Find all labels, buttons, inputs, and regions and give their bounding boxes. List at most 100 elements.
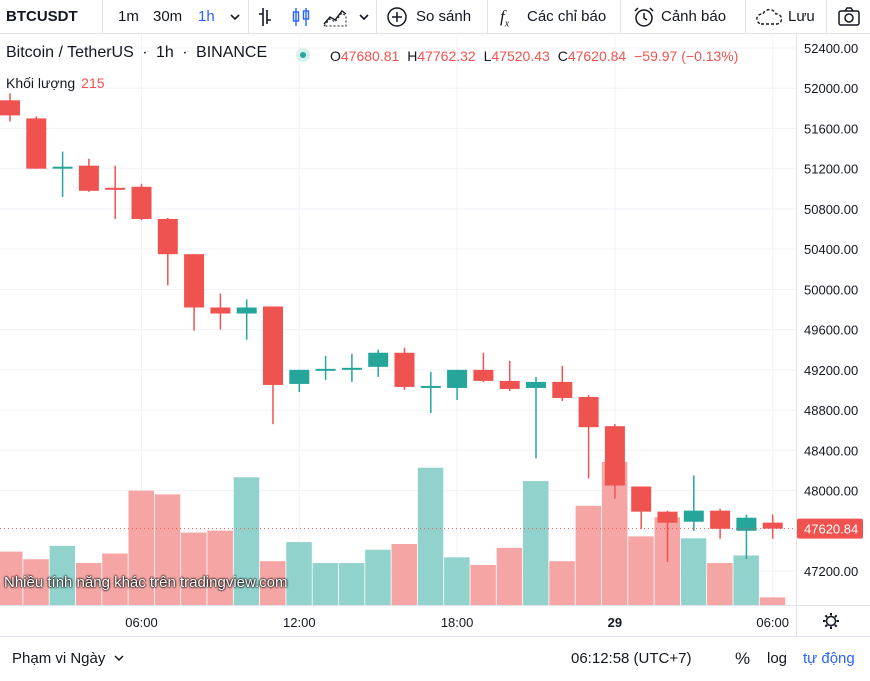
indicators-button[interactable]: Các chỉ báo	[527, 8, 607, 25]
volume-bar	[260, 561, 286, 605]
low-label: L	[483, 48, 492, 64]
price-tick-label: 51600.00	[804, 121, 858, 136]
gear-tooth	[824, 624, 828, 628]
cloud-icon[interactable]	[754, 6, 784, 28]
plus-circle-icon[interactable]	[386, 6, 408, 28]
legend-separator: ·	[182, 44, 188, 61]
chart-legend-title: Bitcoin / TetherUS · 1h · BINANCE	[6, 44, 267, 62]
candles-chart-type-icon[interactable]	[291, 6, 311, 28]
area-chart-type-icon[interactable]	[322, 6, 348, 28]
volume-bar	[417, 467, 444, 605]
chevron-down-icon[interactable]	[357, 10, 371, 24]
bottom-bar: Phạm vi Ngày 06:12:58 (UTC+7) % log tự đ…	[0, 636, 870, 681]
function-fx-icon[interactable]: fx	[500, 7, 510, 30]
candle-body	[631, 486, 652, 512]
log-scale-toggle[interactable]: log	[767, 650, 788, 667]
toolbar-divider	[376, 0, 377, 34]
interval-30m-button[interactable]: 30m	[153, 8, 183, 25]
volume-bar	[75, 563, 102, 605]
time-tick-label: 06:00	[125, 615, 158, 630]
price-tick-label: 49200.00	[804, 363, 858, 378]
candle-body	[604, 426, 625, 486]
date-range-button[interactable]: Phạm vi Ngày	[12, 650, 125, 667]
open-label: O	[330, 48, 341, 64]
price-tick-label: 50800.00	[804, 202, 858, 217]
camera-icon[interactable]	[837, 6, 861, 28]
high-value: 47762.32	[417, 48, 476, 64]
market-open-indicator	[296, 48, 310, 62]
high-label: H	[407, 48, 418, 64]
chevron-down-icon	[114, 655, 124, 662]
toolbar-divider	[745, 0, 746, 34]
date-range-label: Phạm vi Ngày	[12, 650, 106, 667]
candle-body	[526, 381, 546, 388]
time-tick-label: 18:00	[441, 615, 474, 630]
candle-body	[263, 306, 283, 385]
candle-body	[473, 369, 494, 381]
price-chart[interactable]: 52400.00 52000.00 51600.00 51200.00 50800.00…	[0, 0, 870, 636]
price-tick-label: 50000.00	[804, 282, 858, 297]
volume-bar	[312, 563, 339, 605]
candle-body	[236, 307, 257, 314]
candle-body	[315, 368, 336, 371]
price-axis: 52400.00 52000.00 51600.00 51200.00 50800.00…	[0, 34, 870, 636]
toolbar-divider	[620, 0, 621, 34]
interval-1m-button[interactable]: 1m	[118, 8, 139, 25]
candlesticks	[0, 93, 783, 562]
price-tick-label: 51200.00	[804, 162, 858, 177]
volume-label: Khối lượng	[6, 75, 76, 91]
volume-bar	[759, 597, 786, 605]
close-label: C	[557, 48, 568, 64]
volume-value: 215	[81, 75, 105, 91]
volume-bar	[0, 551, 23, 605]
volume-bar	[575, 505, 602, 605]
compare-button[interactable]: So sánh	[416, 8, 472, 25]
auto-scale-toggle[interactable]: tự động	[803, 650, 855, 667]
volume-bar	[128, 490, 154, 605]
candle-body	[157, 218, 178, 255]
gear-tooth	[824, 614, 828, 618]
time-tick-label: 12:00	[283, 615, 316, 630]
candle-body	[683, 510, 704, 522]
candle-body	[710, 510, 731, 529]
bar-chart-type-icon[interactable]	[257, 6, 277, 28]
candle-body	[368, 352, 389, 367]
gear-ring	[825, 615, 837, 627]
legend-separator: ·	[142, 44, 148, 61]
alarm-clock-icon[interactable]	[632, 6, 656, 28]
settings-gear-icon[interactable]	[823, 613, 839, 629]
low-value: 47520.43	[491, 48, 550, 64]
volume-bar	[496, 547, 523, 605]
candle-body	[657, 511, 678, 523]
volume-bar	[286, 542, 312, 605]
candle-body	[762, 522, 783, 529]
volume-bar	[707, 563, 733, 605]
alert-button[interactable]: Cảnh báo	[661, 8, 727, 25]
save-button[interactable]: Lưu	[788, 8, 815, 25]
volume-bar	[523, 481, 549, 605]
gear-tooth	[834, 614, 838, 618]
candle-body	[578, 397, 599, 428]
candle-body	[341, 367, 362, 370]
volume-legend: Khối lượng 215	[6, 75, 105, 91]
candle-body	[499, 380, 520, 389]
tradingview-watermark[interactable]: Nhiều tính năng khác trên tradingview.co…	[4, 574, 288, 591]
candle-body	[131, 186, 152, 219]
volume-bar	[733, 555, 759, 605]
candle-body	[184, 254, 205, 308]
toolbar-divider	[487, 0, 488, 34]
percent-scale-toggle[interactable]: %	[735, 649, 751, 668]
interval-1h-button[interactable]: 1h	[198, 8, 215, 25]
last-price-label: 47620.84	[804, 522, 858, 537]
volume-bar	[444, 557, 470, 605]
candle-body	[552, 381, 573, 399]
symbol-search-button[interactable]: BTCUSDT	[6, 8, 78, 25]
candle-body	[78, 165, 99, 191]
price-tick-label: 50400.00	[804, 242, 858, 257]
volume-bar	[338, 563, 365, 605]
volume-bar	[365, 549, 391, 605]
toolbar-divider	[826, 0, 827, 34]
chevron-down-icon[interactable]	[228, 10, 242, 24]
clock-timezone[interactable]: 06:12:58 (UTC+7)	[571, 650, 692, 667]
gear-tooth	[834, 624, 838, 628]
